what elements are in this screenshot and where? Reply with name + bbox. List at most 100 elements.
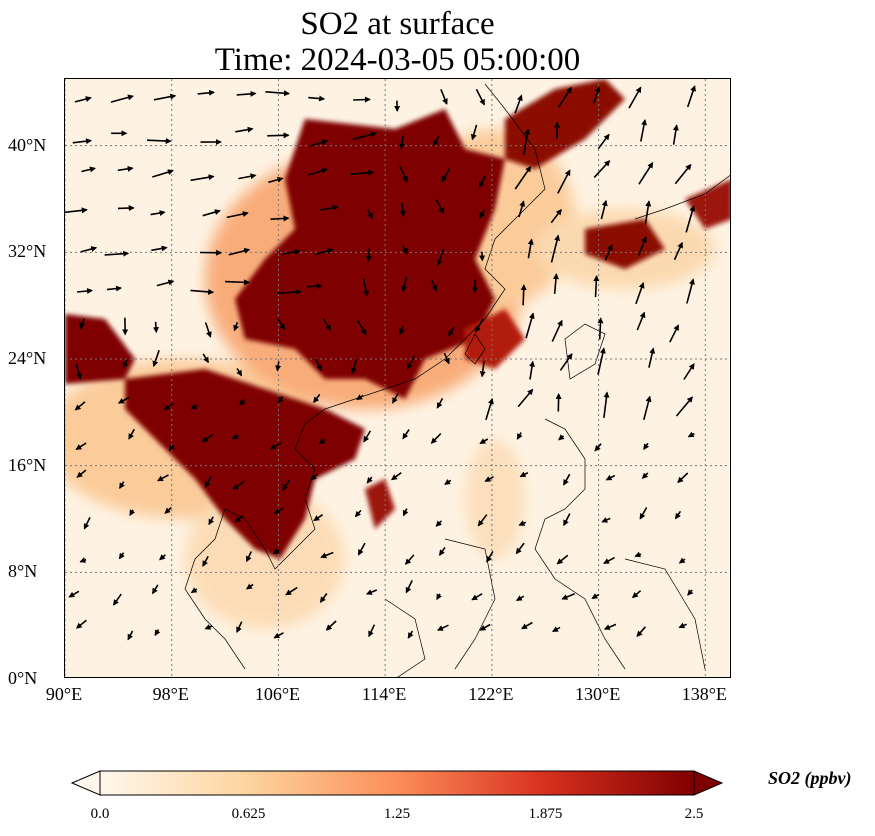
wind-arrow: [310, 139, 329, 147]
wind-arrow: [313, 514, 324, 522]
wind-arrow: [601, 517, 611, 523]
wind-arrow: [245, 551, 253, 563]
wind-arrow: [640, 119, 647, 142]
wind-arrow: [399, 135, 406, 150]
wind-arrow: [74, 401, 86, 411]
wind-arrow: [75, 619, 87, 629]
wind-arrow: [436, 248, 445, 267]
wind-arrow: [552, 626, 561, 633]
wind-arrow: [399, 165, 408, 183]
wind-arrow: [478, 175, 486, 188]
wind-arrow: [678, 622, 687, 629]
wind-arrow: [477, 514, 488, 527]
wind-arrow: [432, 136, 440, 147]
wind-arrow: [399, 325, 405, 335]
wind-arrow: [593, 275, 600, 298]
wind-arrow: [517, 388, 534, 408]
wind-arrow: [563, 473, 571, 486]
wind-arrow: [354, 509, 362, 518]
wind-arrow: [551, 319, 563, 342]
wind-arrow: [636, 626, 647, 638]
wind-arrow: [151, 245, 168, 252]
wind-arrow: [277, 396, 284, 404]
wind-arrow: [639, 507, 648, 520]
wind-arrow: [643, 395, 652, 421]
wind-arrow: [686, 85, 696, 108]
wind-arrow: [363, 430, 372, 443]
wind-arrow: [683, 363, 695, 380]
wind-arrow: [169, 444, 176, 452]
wind-arrow: [636, 311, 646, 331]
colorbar-label: SO2 (ppbv): [768, 768, 852, 788]
wind-arrow: [475, 88, 486, 106]
wind-arrow: [669, 324, 680, 343]
wind-arrow: [117, 165, 134, 172]
wind-arrow: [635, 282, 645, 305]
colorbar-tick-label: 0.0: [90, 806, 110, 822]
wind-arrow: [436, 398, 444, 409]
wind-arrow: [638, 161, 654, 185]
wind-arrow: [270, 215, 290, 222]
wind-arrow: [319, 204, 339, 211]
colorbar-extend-max: [693, 770, 724, 796]
so2-map: [65, 79, 730, 677]
wind-arrow: [401, 276, 408, 293]
wind-arrow: [110, 94, 134, 103]
coastlines: [184, 83, 730, 677]
wind-arrow: [644, 200, 652, 225]
wind-arrow: [673, 241, 683, 261]
wind-arrow: [518, 200, 526, 218]
wind-arrow: [307, 167, 328, 176]
wind-arrow: [119, 481, 125, 489]
longitude-tick-label: 138°E: [681, 684, 727, 704]
wind-arrow: [156, 279, 175, 287]
wind-arrow: [268, 176, 284, 184]
wind-arrow: [552, 273, 559, 294]
wind-arrow: [233, 322, 239, 332]
wind-arrow: [440, 89, 448, 105]
wind-arrow: [399, 202, 406, 217]
wind-arrow: [687, 431, 695, 438]
wind-arrow: [605, 474, 616, 481]
wind-arrow: [231, 433, 240, 440]
wind-arrow: [406, 355, 416, 370]
wind-arrow: [314, 358, 323, 372]
wind-arrow: [515, 542, 525, 555]
wind-arrow: [365, 247, 372, 262]
wind-arrow: [404, 554, 415, 565]
map-panel: [64, 78, 731, 678]
wind-arrow: [430, 433, 442, 444]
wind-arrow: [678, 557, 686, 564]
wind-arrow: [685, 205, 696, 233]
wind-arrow: [402, 429, 410, 440]
wind-arrow: [436, 624, 449, 631]
wind-arrow: [127, 630, 134, 641]
wind-arrow: [112, 593, 122, 606]
wind-arrow: [592, 86, 601, 104]
wind-arrow: [557, 169, 571, 194]
wind-arrow: [558, 434, 565, 441]
wind-arrow: [556, 554, 569, 565]
wind-arrow: [641, 472, 649, 479]
wind-arrow: [153, 93, 177, 101]
wind-arrow: [514, 165, 532, 190]
latitude-tick-label: 32°N: [8, 241, 47, 262]
wind-arrow: [202, 555, 209, 567]
wind-arrow: [79, 557, 87, 563]
wind-arrow: [559, 353, 573, 371]
wind-arrow: [68, 590, 80, 598]
wind-arrow: [273, 507, 284, 514]
wind-arrow: [350, 169, 375, 176]
wind-arrow: [190, 587, 198, 594]
latitude-tick-label: 16°N: [8, 454, 47, 475]
wind-arrow: [591, 593, 600, 600]
wind-arrow: [190, 403, 199, 410]
wind-vectors: [65, 85, 696, 641]
so2-field-high: [65, 79, 730, 559]
wind-arrow: [525, 312, 535, 339]
wind-arrow: [197, 89, 215, 96]
wind-arrow: [597, 317, 604, 340]
wind-arrow: [686, 278, 695, 304]
longitude-tick-label: 106°E: [254, 684, 301, 704]
wind-arrow: [600, 199, 608, 220]
